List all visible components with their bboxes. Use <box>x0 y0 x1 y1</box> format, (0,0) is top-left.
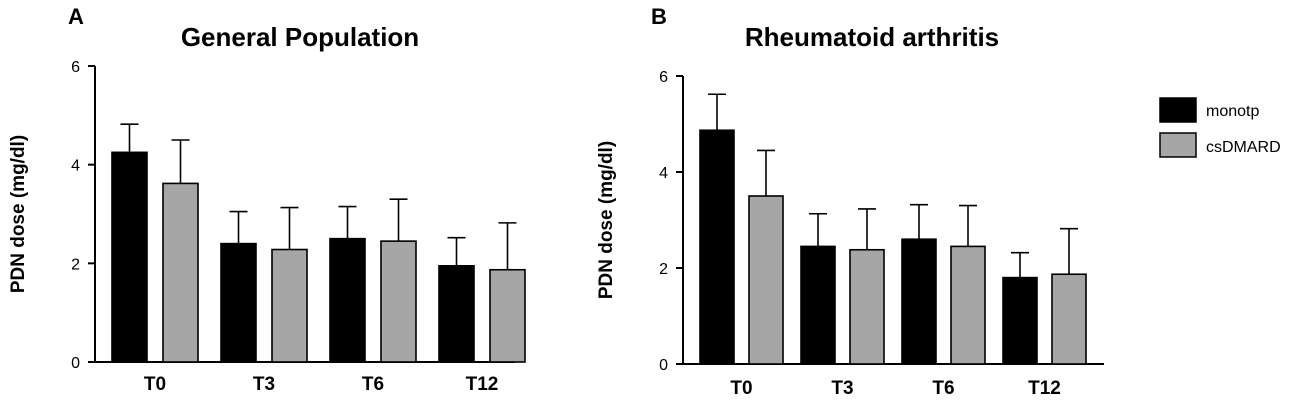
y-tick-label: 2 <box>71 256 80 273</box>
legend-label-csdmard: csDMARD <box>1206 139 1281 156</box>
bar-csdmard-t0 <box>162 182 199 363</box>
panel-a: A General Population PDN dose (mg/dl) 0 2… <box>8 4 526 395</box>
y-tick-label: 4 <box>659 165 668 182</box>
y-tick-label: 4 <box>71 158 80 175</box>
y-tick-label: 0 <box>659 357 668 374</box>
legend-label-monotp: monotp <box>1206 103 1259 120</box>
bar-monotp-t3 <box>220 242 257 363</box>
plot-area-a: 0 2 4 6 T0 T3 T6 T12 <box>71 59 526 395</box>
x-tick-label-t3: T3 <box>831 378 853 399</box>
y-axis-label-b: PDN dose (mg/dl) <box>596 141 617 299</box>
y-tick-label: 6 <box>659 69 668 86</box>
bar-monotp-t0 <box>111 151 148 363</box>
legend: monotp csDMARD <box>1159 97 1281 158</box>
bar-csdmard-t0 <box>748 195 784 365</box>
bar-csdmard-t6 <box>950 245 986 365</box>
panel-b: B Rheumatoid arthritis PDN dose (mg/dl) … <box>596 4 1104 399</box>
x-tick-label-t0: T0 <box>730 378 752 399</box>
panel-letter-a: A <box>68 4 84 29</box>
bar-monotp-t12 <box>1002 276 1038 365</box>
legend-swatch-monotp <box>1159 97 1197 123</box>
chart-title-b: Rheumatoid arthritis <box>745 22 999 52</box>
bar-monotp-t0 <box>699 129 735 365</box>
y-tick-label: 0 <box>71 355 80 372</box>
y-tick-label: 6 <box>71 59 80 76</box>
bar-csdmard-t3 <box>849 248 885 365</box>
x-tick-label-t12: T12 <box>466 374 499 395</box>
bar-csdmard-t12 <box>1051 273 1087 365</box>
bar-csdmard-t3 <box>271 248 308 363</box>
panel-letter-b: B <box>651 4 667 29</box>
bar-monotp-t6 <box>901 238 937 365</box>
bar-csdmard-t6 <box>380 240 417 363</box>
x-tick-label-t0: T0 <box>144 374 166 395</box>
y-axis-label-a: PDN dose (mg/dl) <box>8 135 29 293</box>
x-tick-label-t3: T3 <box>253 374 275 395</box>
x-tick-label-t12: T12 <box>1028 378 1061 399</box>
bar-monotp-t12 <box>438 264 475 363</box>
bar-csdmard-t12 <box>489 268 526 363</box>
x-tick-label-t6: T6 <box>362 374 384 395</box>
plot-area-b: 0 2 4 6 T0 T3 T6 T12 <box>659 69 1104 399</box>
bar-monotp-t3 <box>800 245 836 365</box>
bar-monotp-t6 <box>329 237 366 363</box>
chart-title-a: General Population <box>181 22 419 52</box>
legend-swatch-csdmard <box>1159 132 1197 158</box>
y-tick-label: 2 <box>659 261 668 278</box>
x-tick-label-t6: T6 <box>932 378 954 399</box>
